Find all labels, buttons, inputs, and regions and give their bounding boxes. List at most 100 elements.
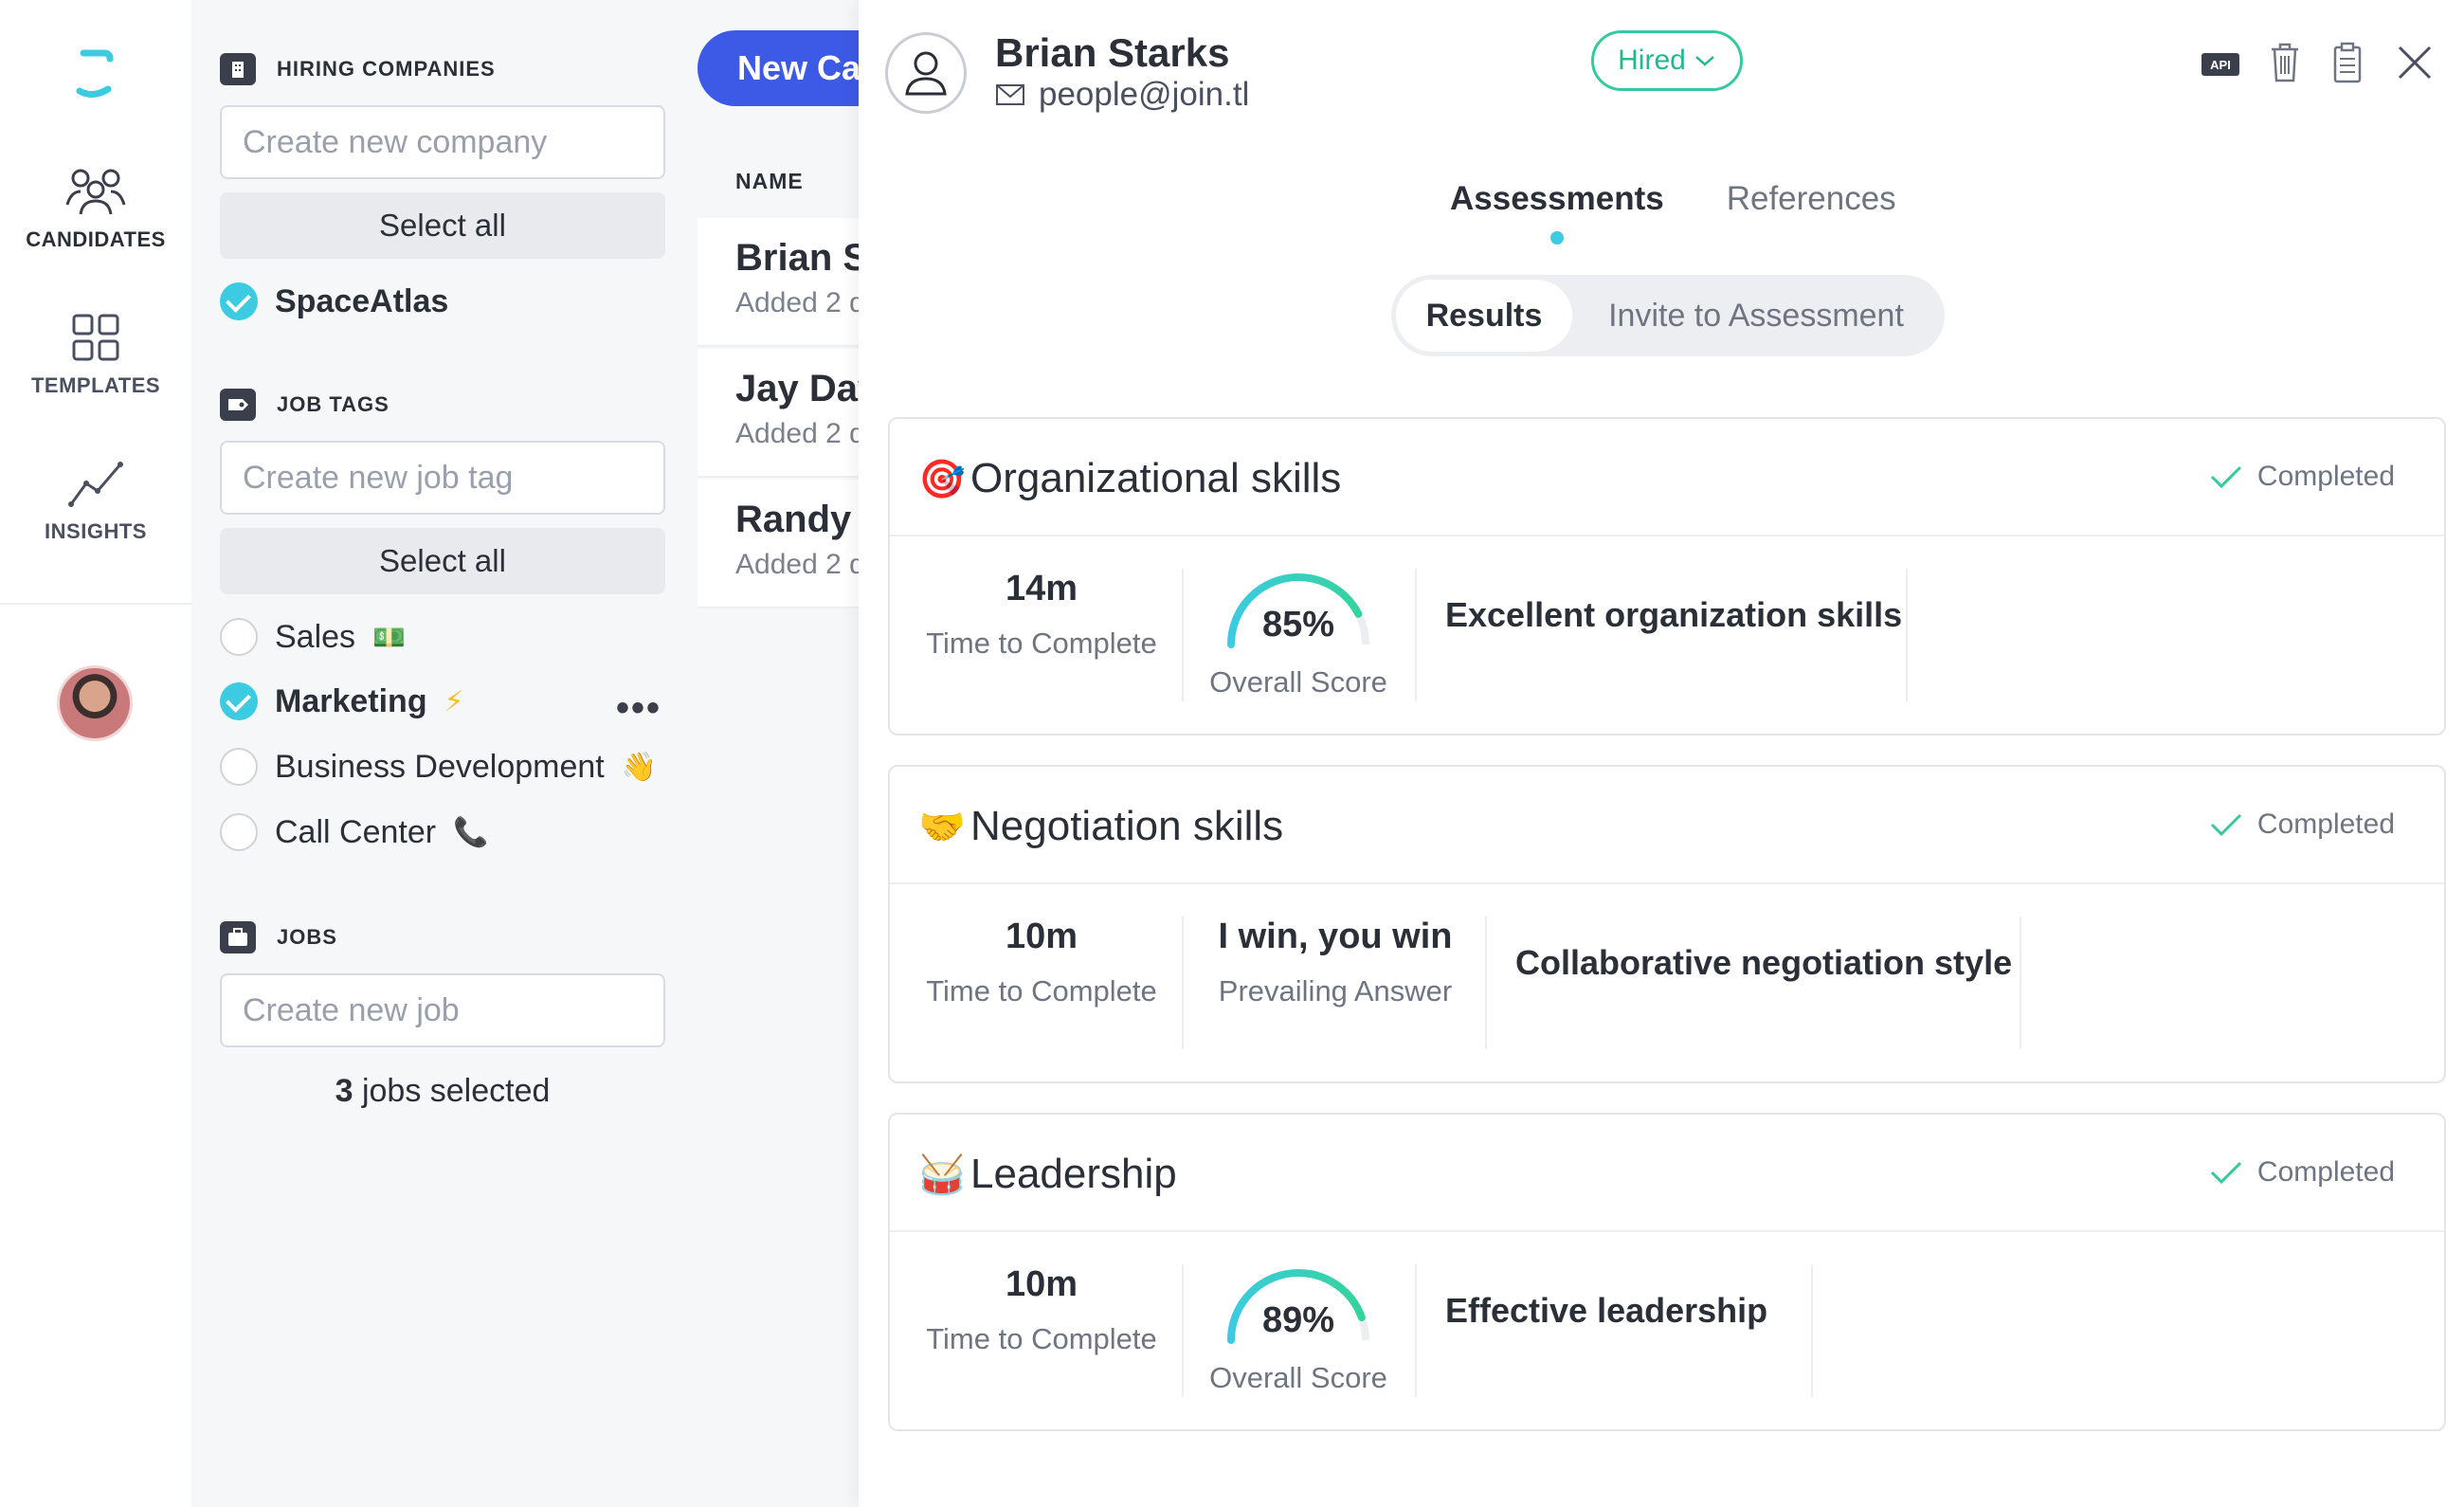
score-gauge-arc [1227,1269,1369,1344]
app-logo-icon[interactable] [74,47,116,100]
divider [1182,1264,1184,1397]
select-all-companies-button[interactable]: Select all [220,192,665,259]
hiring-companies-heading: HIRING COMPANIES [220,53,496,85]
tag-option-call-center[interactable]: Call Center 📞 [220,813,488,851]
money-emoji-icon: 💵 [372,622,406,652]
nav-insights-label: INSIGHTS [45,519,147,543]
tab-assessments[interactable]: Assessments [1450,180,1664,245]
nav-candidates[interactable]: CANDIDATES [0,167,191,252]
nav-templates-label: TEMPLATES [30,373,161,397]
assessment-card: 🎯 Organizational skills Completed 14m Ti… [888,417,2446,735]
assessment-title: Negotiation skills [970,803,1284,849]
candidate-detail-panel: Brian Starks people@join.tl Hired API As… [859,0,2464,1507]
assessment-status: Completed [2210,461,2395,493]
candidate-name: Brian Starks [995,30,1230,75]
close-icon[interactable] [2396,44,2434,82]
check-icon [2210,465,2241,489]
rail-divider [0,603,191,605]
name-column-header[interactable]: NAME [735,169,804,193]
time-to-complete-stat: 10m Time to Complete [926,917,1157,1008]
jobs-selected-count: 3 jobs selected [335,1073,551,1109]
select-all-tags-button[interactable]: Select all [220,528,665,594]
status-dropdown[interactable]: Hired [1591,30,1743,91]
score-gauge: 89% Overall Score [1209,1261,1387,1403]
score-gauge: 85% Overall Score [1209,565,1387,707]
tag-option-marketing[interactable]: Marketing ⚡ [220,682,464,720]
create-company-input[interactable]: Create new company [220,105,665,179]
api-icon[interactable]: API [2201,53,2239,76]
checkbox-checked-icon[interactable] [220,682,258,720]
results-segmented-control: Results Invite to Assessment [1391,275,1945,356]
document-icon[interactable] [2331,42,2364,83]
company-option[interactable]: SpaceAtlas [220,282,448,320]
jobs-heading: JOBS [220,921,337,953]
divider [1906,569,1908,701]
job-tags-heading: JOB TAGS [220,389,390,421]
candidate-row[interactable]: Jay Davis Added 2 days ago [698,349,859,478]
wave-emoji-icon: 👋 [621,751,658,783]
templates-icon [72,314,119,361]
assessment-card-header: 🎯 Organizational skills Completed [890,419,2444,536]
tag-icon [220,389,256,421]
candidate-row[interactable]: Randy Added 2 days ago [698,480,859,608]
checkbox-empty-icon[interactable] [220,748,258,786]
checkbox-empty-icon[interactable] [220,618,258,656]
assessment-card-header: 🥁 Leadership Completed [890,1115,2444,1232]
create-job-tag-input[interactable]: Create new job tag [220,441,665,515]
tab-references[interactable]: References [1726,180,1896,217]
divider [1485,917,1487,1049]
candidates-icon [65,169,126,215]
time-to-complete-stat: 10m Time to Complete [926,1264,1157,1355]
checkbox-checked-icon[interactable] [220,282,258,320]
checkbox-empty-icon[interactable] [220,813,258,851]
more-options-icon[interactable]: ••• [616,687,662,729]
assessment-title: Organizational skills [970,455,1342,501]
candidate-row[interactable]: Brian Starks Added 2 days ago [698,218,859,347]
check-icon [2210,1161,2241,1185]
assessment-status: Completed [2210,1156,2395,1189]
assessment-card: 🤝 Negotiation skills Completed 10m Time … [888,765,2446,1083]
divider [1182,569,1184,701]
company-option-label: SpaceAtlas [275,282,449,319]
tag-option-business-development[interactable]: Business Development 👋 [220,748,657,786]
target-emoji-icon: 🎯 [918,459,966,500]
assessment-summary: Collaborative negotiation style [1515,943,2013,982]
assessment-status: Completed [2210,808,2395,841]
assessment-card: 🥁 Leadership Completed 10m Time to Compl… [888,1113,2446,1431]
trash-icon[interactable] [2269,42,2301,83]
divider [1182,917,1184,1049]
building-icon [220,53,256,85]
divider [2020,917,2021,1049]
time-to-complete-stat: 14m Time to Complete [926,569,1157,660]
nav-insights[interactable]: INSIGHTS [0,459,191,544]
tag-option-sales[interactable]: Sales 💵 [220,618,406,656]
nav-templates[interactable]: TEMPLATES [0,313,191,398]
check-icon [2210,813,2241,837]
insights-icon [68,462,123,507]
create-job-input[interactable]: Create new job [220,973,665,1047]
candidate-avatar-icon [885,32,967,114]
score-gauge-arc [1227,573,1369,648]
new-candidate-button[interactable]: New Candidate [698,30,859,106]
mail-icon [996,84,1024,105]
assessment-title: Leadership [970,1151,1177,1197]
handshake-emoji-icon: 🤝 [918,807,966,848]
filter-panel: HIRING COMPANIES Create new company Sele… [191,0,698,1507]
assessment-summary: Effective leadership [1445,1291,1768,1330]
phone-emoji-icon: 📞 [453,816,489,848]
drum-emoji-icon: 🥁 [918,1154,966,1196]
candidate-email: people@join.tl [995,76,1249,114]
nav-candidates-label: CANDIDATES [26,227,166,251]
divider [1415,569,1417,701]
divider [1811,1264,1813,1397]
assessment-card-header: 🤝 Negotiation skills Completed [890,767,2444,884]
briefcase-icon [220,921,256,953]
left-rail: CANDIDATES TEMPLATES INSIGHTS [0,0,191,1507]
divider [1415,1264,1417,1397]
chevron-down-icon [1695,56,1714,66]
detail-tabs: Assessments References [1450,180,1896,245]
segment-invite-to-assessment[interactable]: Invite to Assessment [1608,297,1904,334]
lightning-emoji-icon: ⚡ [444,685,464,717]
segment-results[interactable]: Results [1396,280,1572,352]
user-avatar[interactable] [57,665,133,741]
